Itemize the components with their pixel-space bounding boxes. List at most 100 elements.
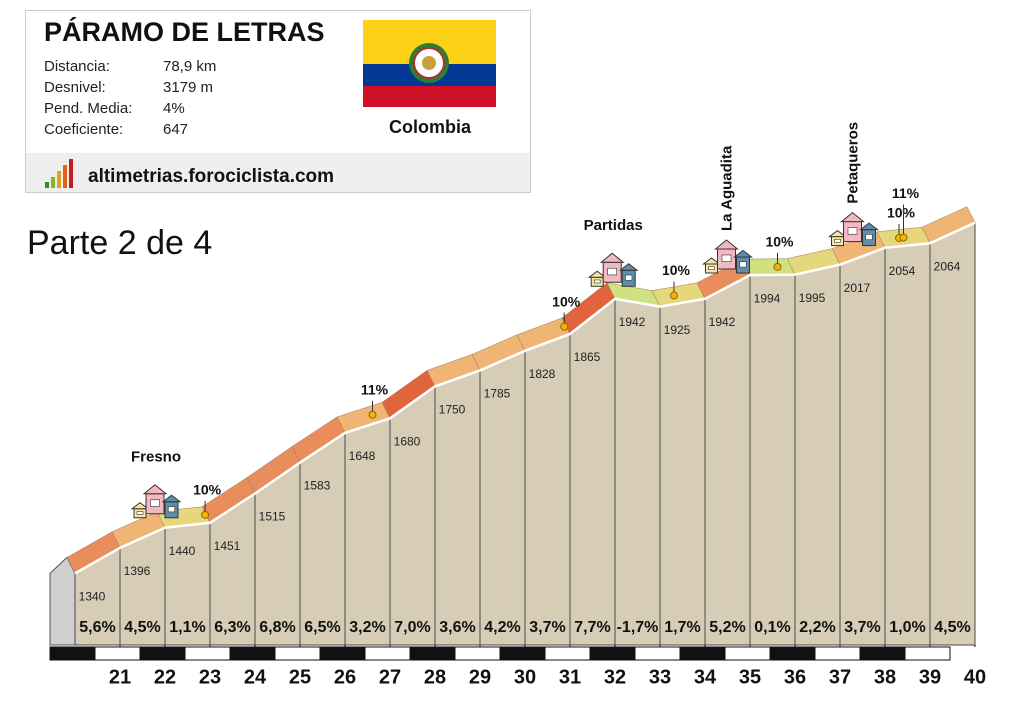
- house-roof: [859, 222, 879, 231]
- house-window: [150, 499, 160, 507]
- base-strip: [409, 646, 456, 661]
- x-tick-label: 32: [604, 666, 626, 688]
- km-column: [659, 298, 706, 646]
- x-tick-label: 24: [244, 666, 267, 688]
- town-label: Petaqueros: [844, 122, 861, 204]
- x-tick-label: 22: [154, 666, 176, 688]
- stat-value: 4%: [163, 100, 185, 117]
- base-strip: [499, 646, 546, 661]
- elevation-label: 1925: [664, 323, 691, 337]
- site: altimetrias.forociclista.com: [88, 166, 334, 187]
- base-strip: [724, 646, 771, 661]
- title: PÁRAMO DE LETRAS: [44, 16, 325, 47]
- x-tick-label: 27: [379, 666, 401, 688]
- house-roof: [599, 252, 625, 263]
- house-roof: [702, 257, 721, 265]
- gradient-label: 2,2%: [799, 619, 835, 636]
- stat-label: Distancia:: [44, 58, 110, 75]
- house-window: [167, 506, 176, 513]
- steep-label: 11%: [892, 185, 920, 201]
- house-roof: [714, 239, 739, 250]
- elevation-label: 2017: [844, 281, 871, 295]
- gradient-label: 5,6%: [79, 619, 115, 636]
- house-roof: [587, 270, 607, 278]
- base-strip: [769, 646, 816, 661]
- icon-bar: [69, 159, 73, 188]
- profile-line: [74, 221, 976, 575]
- gradient-label: 1,7%: [664, 619, 700, 636]
- x-tick-label: 25: [289, 666, 311, 688]
- x-tick-label: 39: [919, 666, 941, 688]
- km-column: [929, 221, 976, 646]
- house-window: [607, 267, 618, 276]
- house-window: [136, 511, 144, 515]
- x-tick-label: 23: [199, 666, 221, 688]
- flag: [363, 20, 496, 107]
- town-label: La Aguadita: [718, 145, 735, 231]
- elevation-label: 2054: [889, 264, 916, 278]
- icon-bar: [45, 182, 49, 188]
- stat-label: Coeficiente:: [44, 121, 123, 138]
- km-column: [704, 274, 751, 646]
- base-strip: [454, 646, 501, 661]
- elevation-label: 1451: [214, 539, 241, 553]
- base-strip: [904, 646, 951, 661]
- base-strip: [184, 646, 231, 661]
- part-label: Parte 2 de 4: [27, 224, 212, 262]
- elevation-label: 1785: [484, 387, 511, 401]
- house-roof: [733, 249, 753, 258]
- steep-dot: [899, 233, 908, 242]
- gradient-label: 3,6%: [439, 619, 475, 636]
- base-strip: [319, 646, 366, 661]
- house-roof: [161, 494, 182, 503]
- gradient-label: 3,7%: [529, 619, 565, 636]
- gradient-label: 6,8%: [259, 619, 295, 636]
- town-label: Partidas: [584, 217, 643, 234]
- site-icon: [45, 159, 73, 188]
- flag-red: [363, 86, 496, 107]
- icon-bar: [57, 171, 61, 188]
- gradient-label: 6,3%: [214, 619, 250, 636]
- km-column: [299, 431, 346, 646]
- steep-dot: [773, 262, 782, 271]
- elevation-label: 1515: [259, 510, 286, 524]
- country: Colombia: [389, 117, 472, 137]
- gradient-label: 7,7%: [574, 619, 610, 636]
- house-roof: [130, 502, 150, 510]
- elevation-label: 1994: [754, 291, 781, 305]
- steep-dot: [560, 322, 569, 331]
- house-window: [708, 266, 715, 270]
- base-strip: [544, 646, 591, 661]
- steep-label: 10%: [552, 293, 581, 309]
- km-column: [794, 264, 841, 646]
- elevation-label: 1942: [619, 315, 646, 329]
- x-tick-label: 34: [694, 666, 717, 688]
- km-column: [749, 274, 796, 646]
- house-roof: [618, 263, 639, 271]
- elevation-label: 1583: [304, 479, 331, 493]
- house-roof: [828, 229, 847, 238]
- gradient-label: 6,5%: [304, 619, 340, 636]
- house-window: [625, 274, 633, 281]
- gradient-label: 3,2%: [349, 619, 385, 636]
- elevation-label: 1995: [799, 291, 826, 305]
- x-tick-label: 28: [424, 666, 446, 688]
- steep-dot: [201, 510, 210, 519]
- steep-label: 11%: [361, 381, 389, 397]
- gradient-label: 0,1%: [754, 619, 790, 636]
- stat-value: 3179 m: [163, 79, 213, 96]
- base-strip: [814, 646, 861, 661]
- elevation-label: 1340: [79, 590, 106, 604]
- x-tick-label: 37: [829, 666, 851, 688]
- stat-label: Pend. Media:: [44, 100, 132, 117]
- gradient-label: 5,2%: [709, 619, 745, 636]
- base-strip: [859, 646, 906, 661]
- base-strip: [139, 646, 186, 661]
- gradient-label: 1,0%: [889, 619, 925, 636]
- elevation-label: 1865: [574, 350, 601, 364]
- house-window: [721, 254, 732, 262]
- stat-label: Desnivel:: [44, 79, 106, 96]
- house-window: [834, 238, 841, 243]
